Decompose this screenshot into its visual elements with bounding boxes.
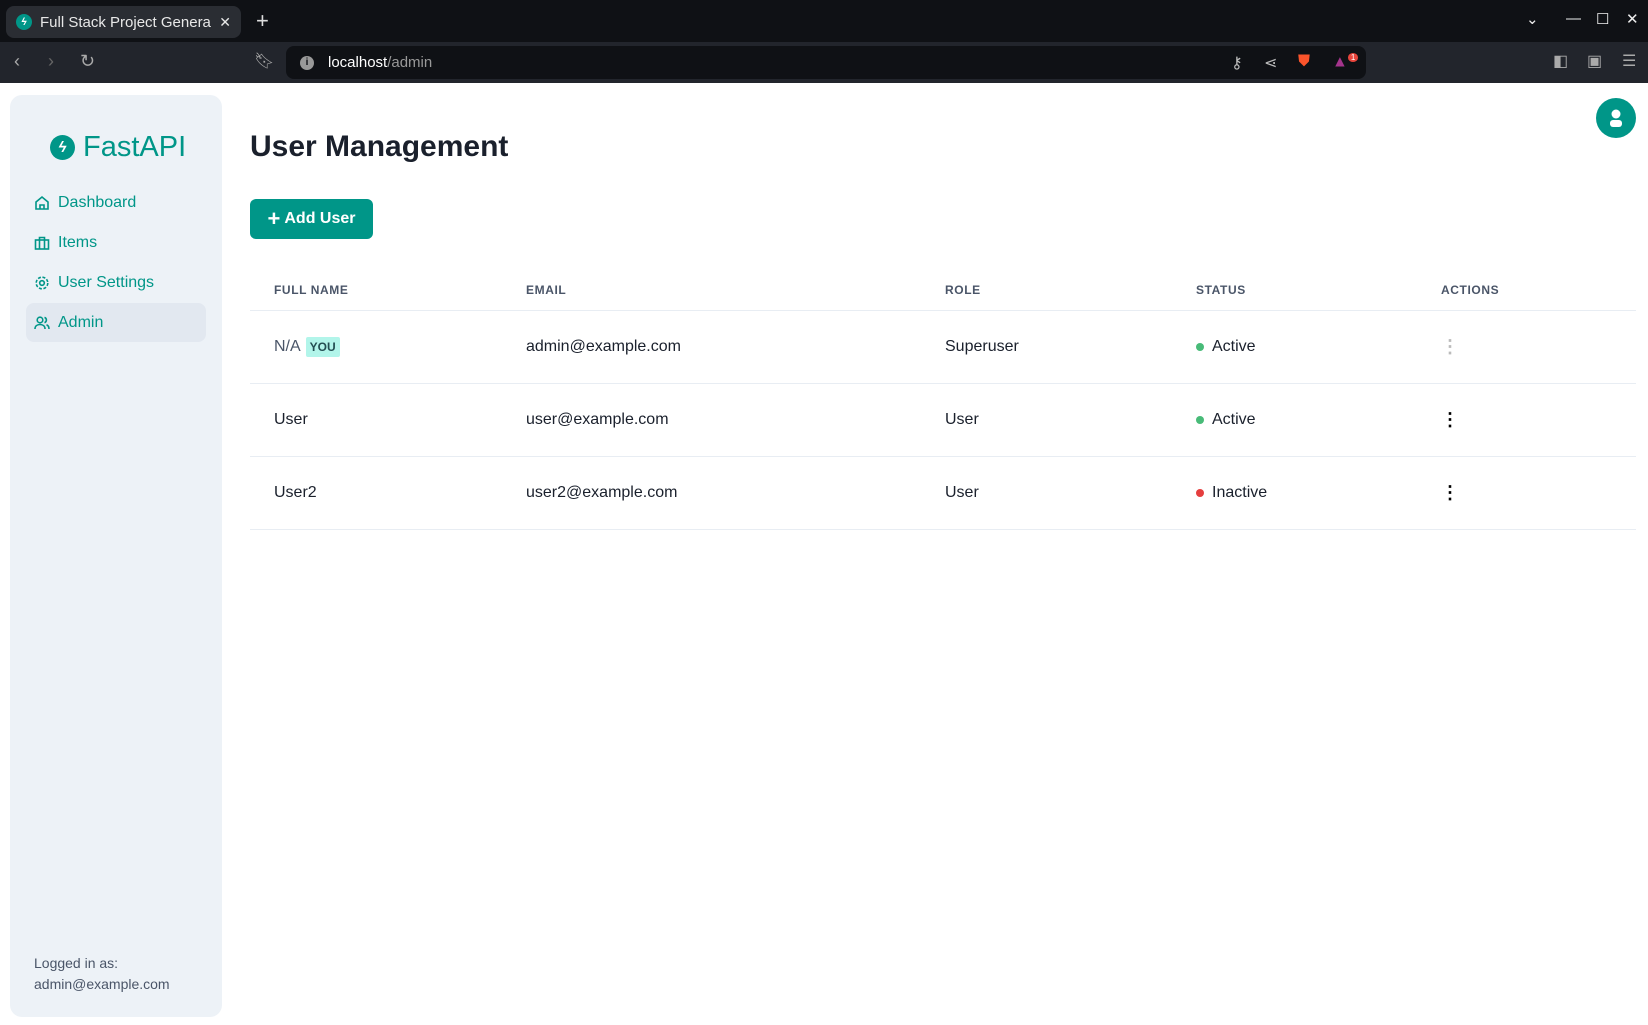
actions-cell: ⋮: [1441, 482, 1459, 504]
site-info-icon[interactable]: i: [300, 55, 314, 70]
sidebar-item-items[interactable]: Items: [26, 223, 206, 262]
sidebar: ϟ FastAPI Dashboard Items User Settings A…: [10, 95, 222, 1017]
status-cell: Active: [1196, 411, 1256, 429]
full-name-cell: User: [274, 411, 308, 428]
full-name: N/A: [274, 338, 301, 355]
forward-icon[interactable]: ›: [48, 51, 54, 71]
table-row: User user@example.com User Active ⋮: [250, 384, 1636, 457]
browser-tab-bar: ϟ Full Stack Project Genera ✕ + ⌄ — ☐ ✕: [0, 0, 1648, 42]
gear-icon: [35, 275, 49, 290]
add-user-button[interactable]: + Add User: [250, 199, 373, 239]
key-icon[interactable]: ⚷: [1231, 55, 1243, 72]
full-name-cell: N/A YOU: [274, 337, 340, 357]
you-badge: YOU: [305, 337, 340, 357]
actions-menu-icon[interactable]: ⋮: [1441, 336, 1459, 357]
back-icon[interactable]: ‹: [14, 51, 20, 71]
full-name-cell: User2: [274, 484, 317, 501]
fastapi-logo-icon: ϟ: [50, 135, 75, 160]
logged-in-info: Logged in as: admin@example.com: [34, 953, 170, 995]
table-header: FULL NAME EMAIL ROLE STATUS ACTIONS: [250, 270, 1636, 311]
status-text: Active: [1212, 338, 1256, 355]
url-path: /admin: [387, 54, 433, 71]
users-table: FULL NAME EMAIL ROLE STATUS ACTIONS N/A Y…: [250, 270, 1636, 530]
maximize-icon[interactable]: ☐: [1596, 11, 1610, 28]
sidebar-toggle-icon[interactable]: ◧: [1553, 53, 1569, 70]
sidebar-item-label: User Settings: [58, 273, 155, 291]
page-title: User Management: [250, 130, 509, 163]
header-status: STATUS: [1196, 283, 1246, 297]
brave-rewards-icon[interactable]: ▲ 1: [1332, 53, 1359, 71]
actions-cell: ⋮: [1441, 336, 1459, 358]
status-cell: Inactive: [1196, 484, 1267, 502]
url-host: localhost: [328, 54, 388, 71]
email-cell: admin@example.com: [526, 338, 681, 355]
table-row: N/A YOU admin@example.com Superuser Activ…: [250, 311, 1636, 384]
table-row: User2 user2@example.com User Inactive ⋮: [250, 457, 1636, 530]
header-full-name: FULL NAME: [274, 283, 349, 297]
close-window-icon[interactable]: ✕: [1626, 11, 1639, 28]
status-dot-icon: [1196, 489, 1204, 497]
tab-list-chevron-icon[interactable]: ⌄: [1526, 11, 1539, 28]
new-tab-icon[interactable]: +: [256, 8, 269, 33]
menu-icon[interactable]: ☰: [1622, 53, 1637, 70]
role-cell: Superuser: [945, 338, 1019, 355]
briefcase-icon: [34, 236, 50, 250]
browser-tab[interactable]: ϟ Full Stack Project Genera ✕: [6, 6, 241, 38]
actions-cell: ⋮: [1441, 409, 1459, 431]
logged-in-label: Logged in as:: [34, 955, 119, 971]
plus-icon: +: [267, 206, 281, 231]
status-text: Active: [1212, 411, 1256, 428]
home-icon: [35, 195, 49, 210]
sidebar-item-label: Admin: [58, 313, 104, 331]
header-actions: ACTIONS: [1441, 283, 1500, 297]
status-cell: Active: [1196, 338, 1256, 356]
fastapi-favicon-icon: ϟ: [16, 14, 32, 30]
bookmark-icon[interactable]: 🔖︎: [254, 53, 275, 70]
header-role: ROLE: [945, 283, 981, 297]
email-cell: user@example.com: [526, 411, 669, 428]
tab-title: Full Stack Project Genera: [40, 13, 211, 31]
wallet-icon[interactable]: ▣: [1587, 53, 1603, 70]
role-cell: User: [945, 484, 979, 501]
header-email: EMAIL: [526, 283, 567, 297]
role-cell: User: [945, 411, 979, 428]
sidebar-item-dashboard[interactable]: Dashboard: [26, 183, 206, 222]
close-tab-icon[interactable]: ✕: [219, 13, 231, 30]
logged-in-email: admin@example.com: [34, 976, 170, 992]
share-icon[interactable]: ⋖: [1264, 55, 1278, 72]
actions-menu-icon[interactable]: ⋮: [1441, 409, 1459, 430]
sidebar-item-label: Dashboard: [58, 193, 137, 211]
browser-toolbar: ‹ › ↻ 🔖︎ i localhost/admin ⚷ ⋖ ⛊ ▲ 1 ◧ ▣ …: [0, 42, 1648, 83]
sidebar-item-admin[interactable]: Admin: [26, 303, 206, 342]
status-dot-icon: [1196, 343, 1204, 351]
notification-badge: 1: [1347, 53, 1359, 62]
address-bar[interactable]: i localhost/admin ⚷ ⋖ ⛊ ▲ 1: [286, 46, 1366, 79]
sidebar-item-label: Items: [58, 233, 98, 251]
status-dot-icon: [1196, 416, 1204, 424]
status-text: Inactive: [1212, 484, 1268, 501]
fastapi-logo[interactable]: ϟ FastAPI: [50, 131, 186, 164]
brave-shield-icon[interactable]: ⛊: [1298, 53, 1311, 70]
sidebar-item-user-settings[interactable]: User Settings: [26, 263, 206, 302]
logo-text: FastAPI: [83, 131, 187, 163]
users-icon: [34, 315, 50, 329]
add-user-label: Add User: [284, 210, 356, 227]
minimize-icon[interactable]: —: [1566, 10, 1581, 27]
actions-menu-icon[interactable]: ⋮: [1441, 482, 1459, 503]
reload-icon[interactable]: ↻: [80, 51, 96, 71]
email-cell: user2@example.com: [526, 484, 678, 501]
user-icon: [1610, 109, 1622, 127]
user-menu-avatar[interactable]: [1596, 98, 1636, 138]
